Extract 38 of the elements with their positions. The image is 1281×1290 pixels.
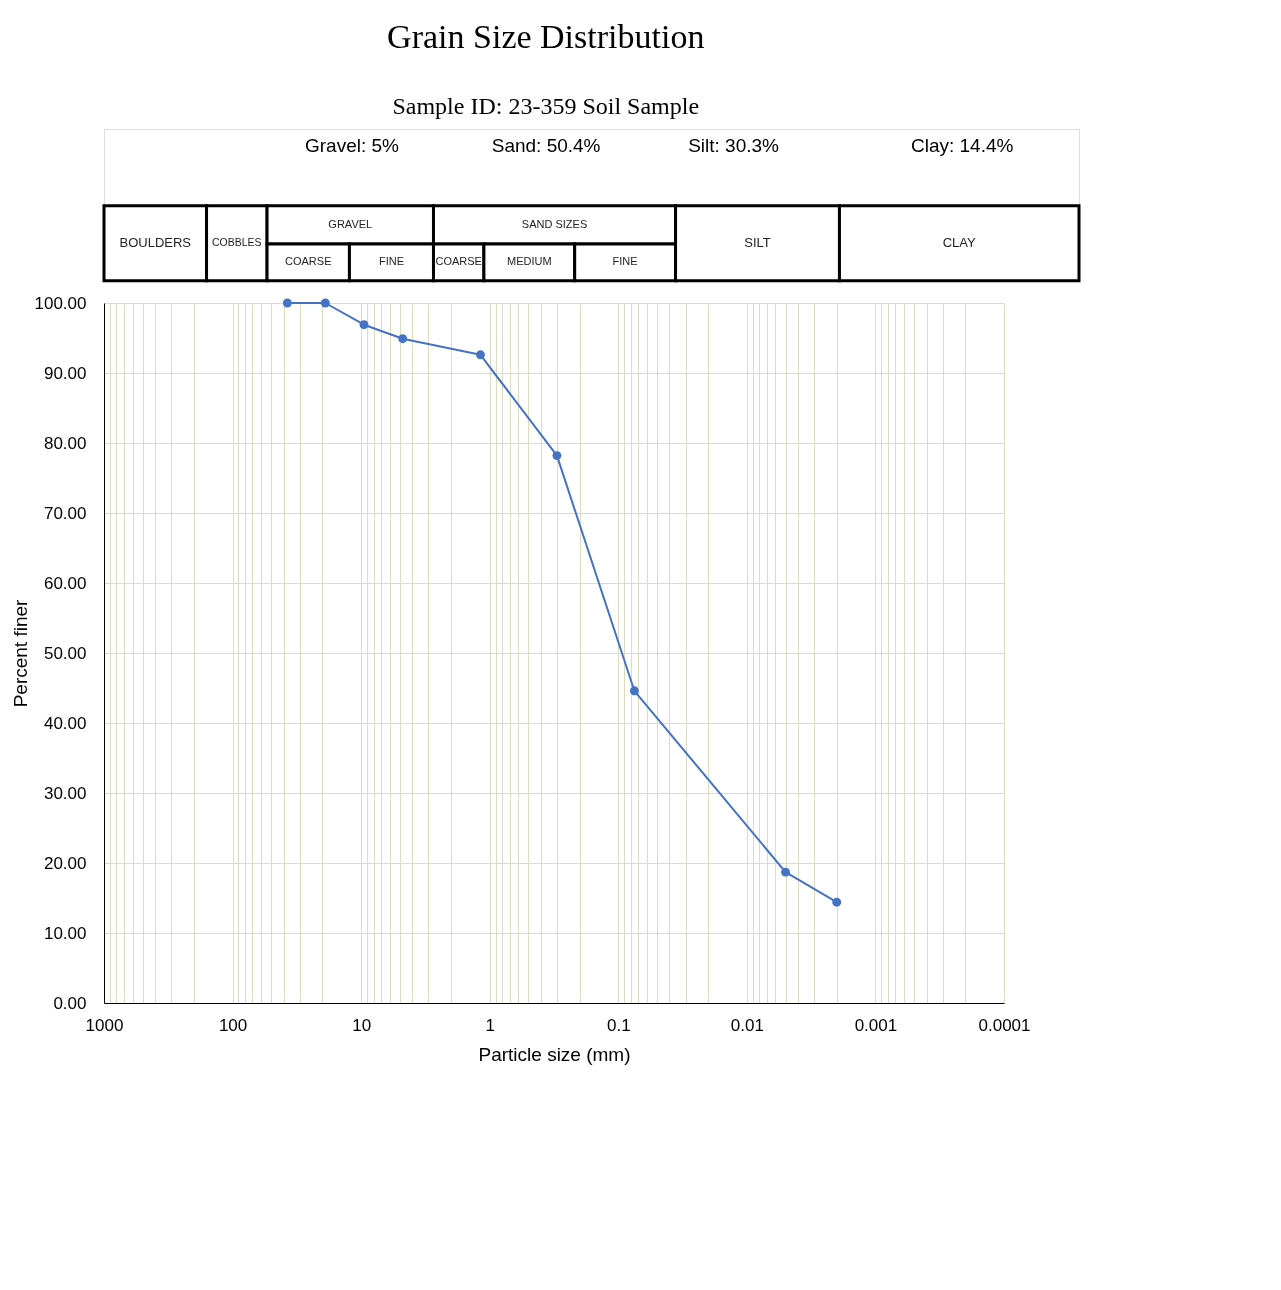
x-tick-label: 10 xyxy=(352,1015,372,1035)
x-tick-label: 0.01 xyxy=(730,1015,764,1035)
y-tick-label: 50.00 xyxy=(43,643,87,663)
x-tick-label: 0.0001 xyxy=(978,1015,1031,1035)
text: SILT xyxy=(744,235,771,251)
text: Gravel: 5% xyxy=(304,134,400,156)
y-tick-label: 100.00 xyxy=(34,293,87,313)
text: Sand: 50.4% xyxy=(491,134,601,156)
text: SAND SIZES xyxy=(521,217,588,230)
text: COBBLES xyxy=(212,236,262,249)
text: BOULDERS xyxy=(119,235,192,251)
text: CLAY xyxy=(942,235,977,251)
chart-subtitle: Sample ID: 23-359 Soil Sample xyxy=(392,92,700,119)
y-tick-label: 90.00 xyxy=(43,363,87,383)
text: FINE xyxy=(612,255,638,268)
x-tick-label: 0.001 xyxy=(854,1015,898,1035)
y-tick-label: 40.00 xyxy=(43,713,87,733)
text: Clay: 14.4% xyxy=(910,134,1014,156)
text: Silt: 30.3% xyxy=(688,134,780,156)
text: MEDIUM xyxy=(507,255,552,268)
y-tick-label: 20.00 xyxy=(43,853,87,873)
x-tick-label: 1000 xyxy=(85,1015,124,1035)
x-tick-label: 1 xyxy=(485,1015,495,1035)
y-tick-label: 80.00 xyxy=(43,433,87,453)
y-axis-title: Percent finer xyxy=(9,598,31,708)
text: GRAVEL xyxy=(328,217,373,230)
text: COARSE xyxy=(435,255,482,268)
y-tick-label: 70.00 xyxy=(43,503,87,523)
text: FINE xyxy=(378,255,404,268)
x-tick-label: 0.1 xyxy=(606,1015,631,1035)
y-tick-label: 0.00 xyxy=(53,993,87,1013)
y-tick-label: 60.00 xyxy=(43,573,87,593)
y-tick-label: 10.00 xyxy=(43,923,87,943)
text: COARSE xyxy=(285,255,332,268)
y-tick-label: 30.00 xyxy=(43,783,87,803)
x-tick-label: 100 xyxy=(218,1015,248,1035)
chart-title: Grain Size Distribution xyxy=(387,17,705,55)
x-axis-title: Particle size (mm) xyxy=(478,1043,631,1065)
